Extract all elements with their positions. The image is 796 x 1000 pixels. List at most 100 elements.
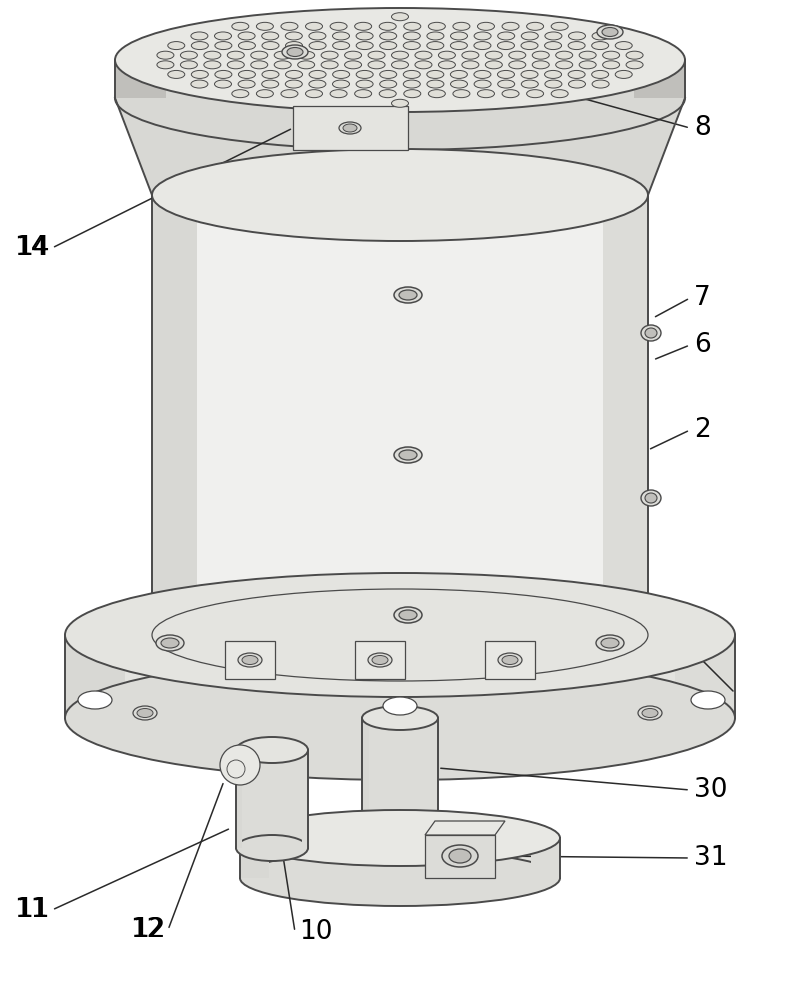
Ellipse shape [379, 22, 396, 30]
Ellipse shape [355, 90, 372, 98]
Ellipse shape [333, 32, 349, 40]
Ellipse shape [368, 653, 392, 667]
Ellipse shape [356, 32, 373, 40]
Ellipse shape [392, 61, 408, 69]
Text: 2: 2 [694, 417, 711, 443]
Ellipse shape [427, 32, 444, 40]
Ellipse shape [533, 61, 549, 69]
Ellipse shape [521, 80, 538, 88]
Ellipse shape [168, 70, 185, 78]
Ellipse shape [399, 450, 417, 460]
Ellipse shape [474, 32, 491, 40]
Ellipse shape [238, 32, 255, 40]
Ellipse shape [592, 80, 609, 88]
Text: 31: 31 [694, 845, 728, 871]
Ellipse shape [232, 90, 249, 98]
Text: 11: 11 [17, 897, 50, 923]
Ellipse shape [298, 61, 314, 69]
Ellipse shape [428, 22, 445, 30]
Text: 11: 11 [14, 897, 48, 923]
Ellipse shape [239, 70, 256, 78]
Ellipse shape [215, 70, 232, 78]
Ellipse shape [415, 51, 432, 59]
Ellipse shape [478, 90, 494, 98]
Ellipse shape [240, 850, 560, 906]
Ellipse shape [691, 691, 725, 709]
Ellipse shape [597, 25, 623, 39]
Ellipse shape [65, 656, 735, 780]
Ellipse shape [380, 42, 396, 50]
Ellipse shape [168, 42, 185, 50]
Ellipse shape [404, 42, 420, 50]
Ellipse shape [339, 122, 361, 134]
Ellipse shape [251, 51, 267, 59]
Ellipse shape [579, 61, 596, 69]
Ellipse shape [521, 70, 538, 78]
Ellipse shape [380, 80, 396, 88]
Ellipse shape [383, 697, 417, 715]
Ellipse shape [392, 99, 408, 107]
Ellipse shape [115, 46, 685, 150]
Ellipse shape [333, 80, 349, 88]
Ellipse shape [462, 61, 479, 69]
Ellipse shape [427, 70, 444, 78]
Text: 10: 10 [299, 919, 333, 945]
Ellipse shape [274, 51, 291, 59]
Ellipse shape [568, 42, 585, 50]
FancyBboxPatch shape [225, 641, 275, 679]
Polygon shape [675, 635, 735, 718]
Ellipse shape [115, 8, 685, 112]
Ellipse shape [498, 70, 514, 78]
Ellipse shape [521, 32, 538, 40]
Ellipse shape [641, 325, 661, 341]
Ellipse shape [545, 80, 562, 88]
Ellipse shape [355, 22, 372, 30]
Polygon shape [302, 750, 308, 848]
Ellipse shape [333, 70, 349, 78]
Ellipse shape [214, 80, 232, 88]
Ellipse shape [152, 149, 648, 241]
Ellipse shape [285, 32, 302, 40]
Ellipse shape [240, 810, 560, 866]
Ellipse shape [152, 589, 648, 681]
Ellipse shape [592, 32, 609, 40]
Ellipse shape [451, 42, 467, 50]
Ellipse shape [615, 70, 632, 78]
Ellipse shape [306, 22, 322, 30]
Ellipse shape [380, 70, 396, 78]
Ellipse shape [274, 61, 291, 69]
Ellipse shape [428, 90, 445, 98]
Ellipse shape [262, 32, 279, 40]
Ellipse shape [439, 51, 455, 59]
Ellipse shape [191, 70, 209, 78]
Ellipse shape [451, 70, 467, 78]
Ellipse shape [474, 42, 491, 50]
Polygon shape [362, 718, 369, 850]
Ellipse shape [645, 493, 657, 503]
Text: 7: 7 [694, 285, 711, 311]
Ellipse shape [404, 90, 421, 98]
Ellipse shape [591, 70, 609, 78]
Ellipse shape [645, 328, 657, 338]
Polygon shape [431, 718, 438, 850]
Text: 1: 1 [694, 635, 711, 661]
Ellipse shape [242, 656, 258, 664]
Ellipse shape [345, 51, 361, 59]
Ellipse shape [551, 22, 568, 30]
Ellipse shape [439, 61, 455, 69]
Ellipse shape [287, 47, 303, 56]
Text: 8: 8 [694, 115, 711, 141]
Ellipse shape [449, 849, 471, 863]
Ellipse shape [262, 80, 279, 88]
Polygon shape [65, 635, 735, 718]
Ellipse shape [626, 61, 643, 69]
Ellipse shape [309, 32, 326, 40]
Ellipse shape [309, 42, 326, 50]
Ellipse shape [451, 32, 467, 40]
Ellipse shape [568, 32, 586, 40]
Ellipse shape [521, 42, 538, 50]
Ellipse shape [544, 42, 561, 50]
Ellipse shape [545, 32, 562, 40]
Ellipse shape [394, 607, 422, 623]
Ellipse shape [372, 656, 388, 664]
